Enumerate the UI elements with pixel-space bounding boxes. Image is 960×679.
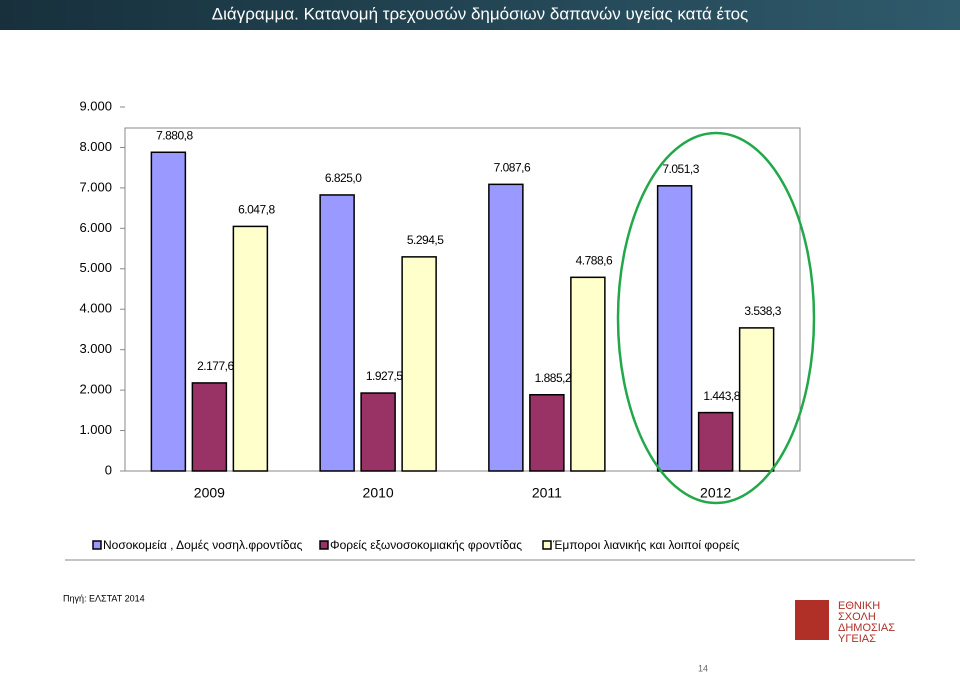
bar	[656, 185, 693, 472]
legend-label: Έμποροι λιανικής και λοιποί φορείς	[552, 538, 740, 552]
plot-frame	[124, 127, 801, 472]
bar	[360, 392, 396, 472]
bar	[697, 411, 734, 472]
page-number: 14	[698, 663, 708, 673]
data-label: 6.047,8	[238, 203, 275, 217]
bar	[488, 183, 524, 472]
y-tick-label: 0	[105, 462, 112, 477]
source: Πηγή: ΕΛΣΤΑΤ 2014	[63, 593, 145, 603]
bar	[529, 394, 565, 472]
data-label: 2.177,6	[197, 359, 234, 373]
logo-text: ΕΘΝΙΚΗ	[838, 600, 880, 612]
logo-image	[795, 600, 829, 640]
x-tick-label: 2010	[363, 485, 394, 501]
data-label: 1.443,8	[703, 389, 740, 403]
data-label: 5.294,5	[407, 233, 444, 247]
data-label: 7.880,8	[156, 128, 193, 142]
x-tick-label: 2009	[194, 485, 225, 501]
y-tick-label: 2.000	[79, 382, 112, 397]
legend-swatch	[92, 540, 102, 550]
x-tick-label: 2011	[532, 485, 562, 501]
bar	[401, 256, 437, 472]
legend-swatch	[319, 540, 329, 550]
data-label: 7.087,6	[494, 161, 531, 175]
y-tick-label: 5.000	[79, 260, 112, 275]
data-label: 4.788,6	[576, 253, 613, 267]
bar	[191, 382, 228, 472]
header-bar	[0, 0, 960, 30]
legend-label: Νοσοκομεία , Δομές νοσηλ.φροντίδας	[103, 538, 303, 552]
logo-text: ΥΓΕΙΑΣ	[838, 633, 876, 645]
highlight-ellipse	[616, 131, 816, 505]
logo: ΕΘΝΙΚΗ ΣΧΟΛΗ ΔΗΜΟΣΙΑΣ ΥΓΕΙΑΣ	[795, 600, 895, 645]
data-label: 1.885,2	[535, 371, 572, 385]
bar	[570, 276, 606, 472]
logo-text: ΣΧΟΛΗ	[838, 611, 876, 623]
y-tick-label: 7.000	[79, 179, 112, 194]
legend-swatch	[542, 540, 552, 550]
y-tick-label: 1.000	[79, 422, 112, 437]
legend-label: Φορείς εξωνοσοκομιακής φροντίδας	[330, 538, 522, 552]
bar	[150, 151, 187, 472]
y-tick-label: 9.000	[79, 98, 112, 113]
slide-title: Διάγραμμα. Κατανομή τρεχουσών δημόσιων δ…	[212, 4, 748, 23]
data-label: 1.927,5	[366, 369, 403, 383]
bar	[232, 225, 269, 472]
bar	[738, 327, 775, 472]
data-label: 3.538,3	[744, 304, 781, 318]
y-tick-label: 6.000	[79, 220, 112, 235]
bar	[319, 194, 355, 472]
y-tick-label: 8.000	[79, 139, 112, 154]
y-tick-label: 3.000	[79, 341, 112, 356]
x-tick-label: 2012	[700, 485, 731, 501]
y-tick-label: 4.000	[79, 301, 112, 316]
logo-text: ΔΗΜΟΣΙΑΣ	[838, 622, 895, 634]
data-label: 6.825,0	[325, 171, 362, 185]
data-label: 7.051,3	[662, 162, 699, 176]
